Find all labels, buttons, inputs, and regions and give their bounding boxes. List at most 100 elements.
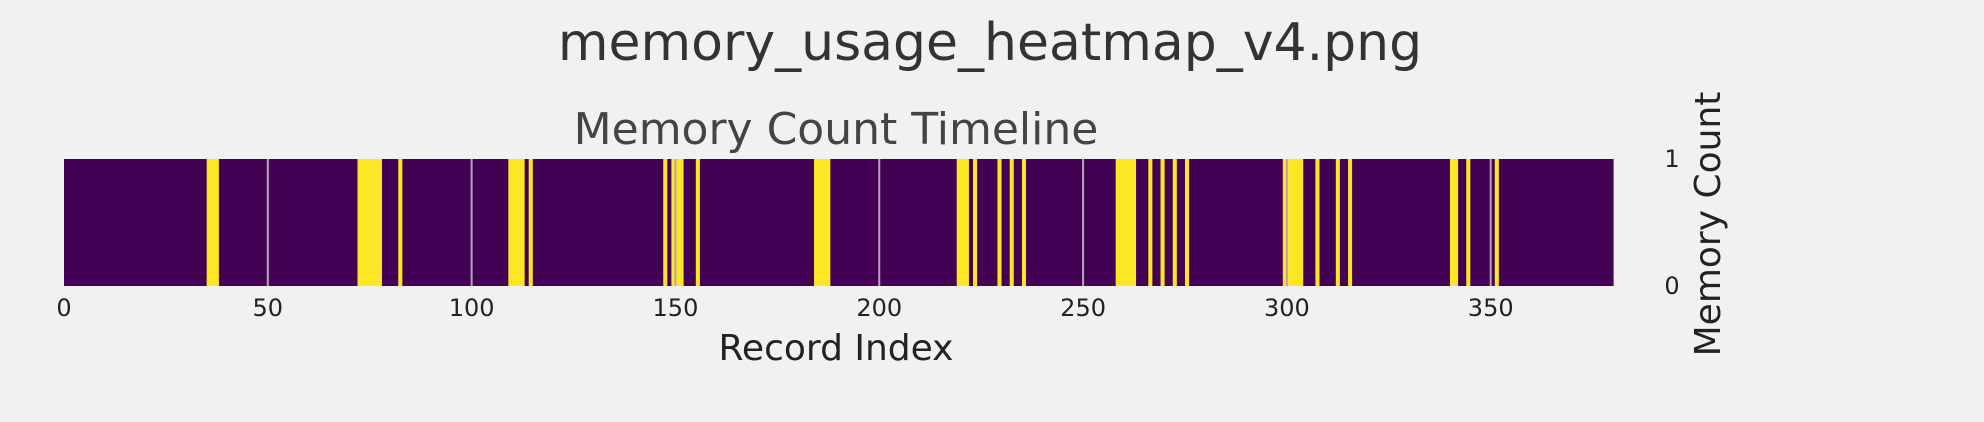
heatmap-cell [907, 159, 913, 286]
x-axis-ticks: 0 50 100 150 200 250 300 350 [56, 294, 1513, 322]
heatmap-cell [1083, 159, 1088, 286]
heatmap-cell [761, 159, 766, 286]
heatmap-cell [1364, 159, 1370, 286]
heatmap-cell [434, 159, 440, 286]
heatmap-cell [1013, 159, 1019, 286]
heatmap-cell [630, 159, 636, 286]
heatmap-cell-active [822, 159, 827, 286]
heatmap-cell [1413, 159, 1418, 286]
heatmap-cell [161, 159, 167, 286]
heatmap-cell [1262, 159, 1268, 286]
heatmap-cell [1180, 159, 1186, 286]
heatmap-cell-active [369, 159, 375, 286]
heatmap-cell [1026, 159, 1031, 286]
heatmap-cell [271, 159, 277, 286]
heatmap-cell [1462, 159, 1467, 286]
heatmap-cell-active [1290, 159, 1296, 286]
heatmap-cell [267, 159, 273, 286]
heatmap-cell-active [1282, 159, 1288, 286]
heatmap-cell-active [210, 159, 216, 286]
heatmap-cell-active [1466, 159, 1471, 286]
heatmap-cell [618, 159, 624, 286]
heatmap-cell [1564, 159, 1569, 286]
heatmap-cell [467, 159, 473, 286]
colorbar-tick-label: 1 [1664, 145, 1679, 173]
heatmap-cell [1392, 159, 1398, 286]
heatmap-cell [928, 159, 933, 286]
heatmap-cell [1543, 159, 1549, 286]
heatmap-cell [1470, 159, 1476, 286]
heatmap-cell [1356, 159, 1361, 286]
heatmap-cell [275, 159, 281, 286]
heatmap-cell [1523, 159, 1528, 286]
heatmap-cell [1323, 159, 1329, 286]
heatmap-cell [920, 159, 925, 286]
heatmap-cell [532, 159, 538, 286]
heatmap-cell [1401, 159, 1406, 286]
heatmap-cell [1474, 159, 1480, 286]
heatmap-cell [1507, 159, 1512, 286]
heatmap-cell [659, 159, 664, 286]
heatmap-cell [740, 159, 746, 286]
heatmap-cell [1555, 159, 1561, 286]
heatmap-cell [1600, 159, 1606, 286]
heatmap-cell [838, 159, 844, 286]
heatmap-cell [785, 159, 791, 286]
x-tick-label: 150 [653, 294, 699, 322]
heatmap-cell [1070, 159, 1076, 286]
heatmap-cell-active [964, 159, 970, 286]
heatmap-cell [1066, 159, 1072, 286]
heatmap-cell [769, 159, 774, 286]
heatmap-cell [1164, 159, 1170, 286]
heatmap-cell [333, 159, 338, 286]
heatmap-cell [1417, 159, 1423, 286]
heatmap-cell [235, 159, 240, 286]
heatmap-cell [871, 159, 876, 286]
heatmap-cell [540, 159, 546, 286]
heatmap-cell [426, 159, 432, 286]
heatmap-cell-active [675, 159, 681, 286]
heatmap-cell [565, 159, 571, 286]
heatmap-cell [304, 159, 310, 286]
heatmap-cell [932, 159, 937, 286]
gridlines [266, 159, 1492, 286]
heatmap-cell [1376, 159, 1382, 286]
heatmap-cell [732, 159, 738, 286]
heatmap-cell [1087, 159, 1092, 286]
heatmap-cell [1111, 159, 1117, 286]
heatmap-cell [1596, 159, 1602, 286]
heatmap-cell [500, 159, 505, 286]
heatmap-cell [911, 159, 917, 286]
heatmap-cell [557, 159, 562, 286]
heatmap-cell [1030, 159, 1035, 286]
heatmap-cell [125, 159, 130, 286]
heatmap-cell [549, 159, 554, 286]
heatmap-cell [182, 159, 187, 286]
heatmap-cell-active [361, 159, 367, 286]
heatmap-cell [638, 159, 644, 286]
heatmap-cell-active [1148, 159, 1153, 286]
heatmap-cell [1388, 159, 1394, 286]
heatmap-cell [703, 159, 709, 286]
heatmap-cell [593, 159, 599, 286]
colorbar-tick-label: 0 [1664, 272, 1679, 300]
heatmap-cell-active [1009, 159, 1015, 286]
heatmap-cell [422, 159, 428, 286]
heatmap-cell [683, 159, 689, 286]
heatmap-cell [1050, 159, 1056, 286]
heatmap-cell-active [214, 159, 220, 286]
heatmap-cell [504, 159, 509, 286]
heatmap-cell [1498, 159, 1504, 286]
x-tick-label: 200 [856, 294, 902, 322]
heatmap-cell-active [663, 159, 668, 286]
heatmap-cell [569, 159, 575, 286]
heatmap-cell [736, 159, 742, 286]
heatmap-cell [439, 159, 444, 286]
heatmap-cell [752, 159, 758, 286]
heatmap-cell [112, 159, 118, 286]
heatmap-cell [141, 159, 147, 286]
heatmap-cell [561, 159, 566, 286]
heatmap-cell [121, 159, 126, 286]
